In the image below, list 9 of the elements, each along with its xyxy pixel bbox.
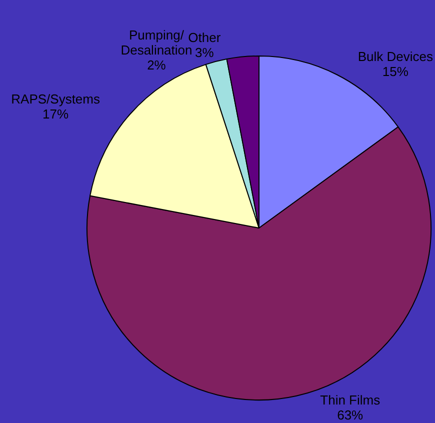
slice-label: Thin Films xyxy=(320,392,381,408)
data-label: 17% xyxy=(42,106,69,122)
data-label: 63% xyxy=(337,408,364,423)
data-label: 15% xyxy=(382,64,409,80)
slice-label: Bulk Devices xyxy=(358,49,434,64)
data-label: 2% xyxy=(147,57,166,72)
slice-label: Other xyxy=(188,30,222,45)
slice-label: RAPS/Systems xyxy=(11,91,100,106)
data-label: 3% xyxy=(195,44,214,60)
